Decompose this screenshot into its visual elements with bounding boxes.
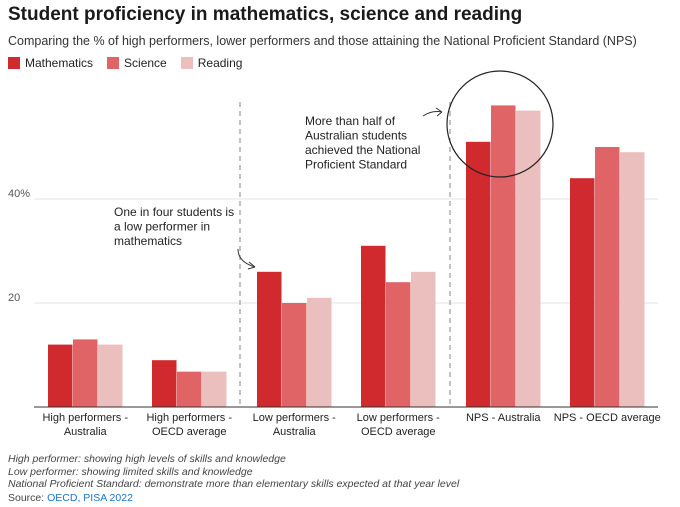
legend-item-mathematics: Mathematics bbox=[8, 56, 93, 70]
footnote-nps: National Proficient Standard: demonstrat… bbox=[8, 478, 460, 490]
annotation-low-performer-line-1: a low performer in bbox=[114, 220, 210, 234]
legend-swatch-science bbox=[107, 57, 120, 69]
legend-item-reading: Reading bbox=[180, 56, 243, 70]
legend-label-mathematics: Mathematics bbox=[25, 56, 94, 70]
bar-mathematics-5 bbox=[570, 178, 595, 407]
annotation-nps-line-1: Australian students bbox=[305, 129, 407, 143]
annotation-nps-arrow bbox=[422, 111, 443, 117]
annotation-nps-arrowhead bbox=[435, 107, 443, 117]
bar-science-5 bbox=[595, 147, 620, 407]
annotation-low-performer-line-0: One in four students is bbox=[114, 205, 234, 219]
y-tick-label-40: 40% bbox=[8, 188, 30, 200]
legend-item-science: Science bbox=[107, 56, 167, 70]
legend: Mathematics Science Reading bbox=[8, 56, 242, 70]
annotation-nps-line-3: Proficient Standard bbox=[305, 158, 407, 172]
bar-science-3 bbox=[386, 282, 411, 407]
bar-reading-2 bbox=[307, 297, 332, 407]
bar-chart: 20 40% High performers - Australia High perf… bbox=[8, 70, 661, 438]
footnotes: High performer: showing high levels of s… bbox=[8, 453, 459, 491]
bar-science-1 bbox=[177, 371, 202, 407]
legend-swatch-reading bbox=[180, 57, 193, 69]
footnote-high-performer: High performer: showing high levels of s… bbox=[8, 453, 286, 465]
annotation-low-performer-line-2: mathematics bbox=[114, 234, 182, 248]
x-tick-label-4-0: NPS - Australia bbox=[466, 412, 541, 424]
x-tick-label-2-1: Australia bbox=[273, 426, 317, 438]
x-tick-label-1-0: High performers - bbox=[146, 412, 232, 424]
x-tick-label-3-1: OECD average bbox=[361, 426, 436, 438]
bar-science-0 bbox=[73, 339, 98, 407]
bar-mathematics-3 bbox=[361, 245, 386, 407]
source-label: Source: bbox=[8, 492, 48, 504]
annotation-low-performer-arrowhead bbox=[247, 261, 256, 270]
bar-reading-4 bbox=[516, 110, 541, 407]
x-tick-label-0-1: Australia bbox=[64, 426, 108, 438]
x-tick-label-5-0: NPS - OECD average bbox=[554, 412, 661, 424]
x-tick-label-0-0: High performers - bbox=[42, 412, 128, 424]
legend-label-reading: Reading bbox=[197, 56, 243, 70]
bar-mathematics-2 bbox=[257, 271, 282, 407]
annotation-nps-line-0: More than half of bbox=[305, 114, 396, 128]
chart-subtitle: Comparing the % of high performers, lowe… bbox=[8, 34, 637, 48]
source-line: Source: OECD, PISA 2022 bbox=[8, 492, 133, 504]
footnote-low-performer: Low performer: showing limited skills an… bbox=[8, 465, 253, 478]
chart-title: Student proficiency in mathematics, scie… bbox=[8, 4, 523, 25]
bar-reading-1 bbox=[202, 371, 227, 407]
x-tick-label-2-0: Low performers - bbox=[253, 412, 336, 424]
bar-science-4 bbox=[491, 105, 516, 408]
source-link[interactable]: OECD, PISA 2022 bbox=[47, 492, 133, 504]
bar-mathematics-1 bbox=[152, 360, 177, 407]
bar-reading-3 bbox=[411, 271, 436, 407]
legend-swatch-mathematics bbox=[8, 57, 20, 69]
bar-mathematics-4 bbox=[466, 141, 491, 408]
bar-mathematics-0 bbox=[48, 344, 73, 407]
bar-science-2 bbox=[282, 303, 307, 407]
bar-reading-5 bbox=[620, 152, 645, 407]
y-tick-label-20: 20 bbox=[8, 292, 20, 304]
x-tick-label-3-0: Low performers - bbox=[357, 412, 440, 424]
annotation-nps-line-2: achieved the National bbox=[305, 143, 420, 157]
legend-label-science: Science bbox=[124, 56, 167, 70]
annotation-low-performer-arrow bbox=[237, 248, 256, 268]
x-tick-label-1-1: OECD average bbox=[152, 426, 227, 438]
annotation-nps-highlight-circle bbox=[446, 70, 554, 178]
bar-reading-0 bbox=[98, 344, 123, 407]
